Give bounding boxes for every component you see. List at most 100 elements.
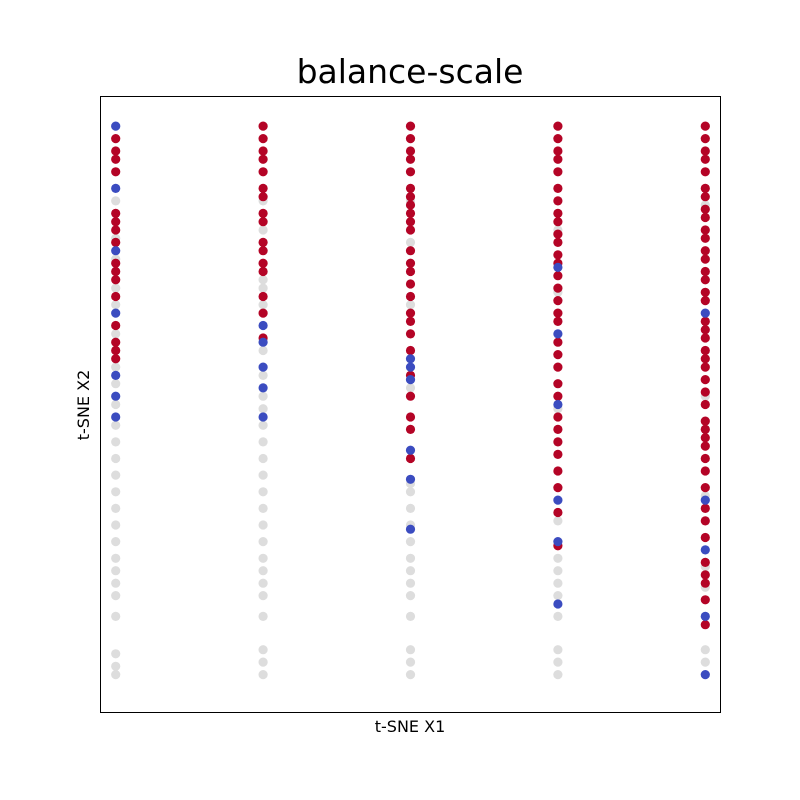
point-gray-col2-9 [258,404,268,414]
point-red-col5-40 [700,595,710,605]
point-red-col2-1 [258,121,268,131]
point-gray-col1-21 [111,591,121,601]
data-points [111,121,710,680]
point-red-col5-14 [700,266,710,277]
point-gray-col3-6 [405,487,416,497]
point-red-col1-3 [111,154,121,164]
point-gray-col3-11 [405,566,416,576]
point-gray-col2-12 [258,453,268,464]
point-gray-col1-17 [111,537,121,547]
point-red-col5-6 [700,183,710,193]
point-red-col5-23 [700,362,710,372]
point-red-col5-39 [700,578,710,588]
point-red-col5-31 [700,453,710,464]
point-red-col3-10 [405,217,416,227]
point-red-col4-17 [553,308,563,318]
x-axis-label: t-SNE X1 [375,717,446,736]
point-red-col5-24 [700,375,710,385]
point-blue-col3-4 [405,445,416,455]
point-gray-col2-6 [258,345,268,356]
point-red-col4-1 [553,121,563,131]
point-red-col2-8 [258,208,268,218]
point-gray-col4-4 [553,516,563,526]
point-red-col4-30 [553,507,563,518]
point-gray-col4-11 [553,657,563,667]
point-red-col5-27 [700,416,710,426]
point-blue-col1-1 [111,121,121,131]
point-red-col3-24 [405,424,416,434]
chart-title: balance-scale [297,52,524,91]
point-red-col3-19 [405,329,416,339]
point-blue-col5-1 [700,308,710,318]
point-gray-col2-21 [258,591,268,601]
point-blue-col2-1 [258,320,268,331]
point-blue-col1-2 [111,183,121,193]
point-blue-col4-4 [553,495,563,505]
point-blue-col4-2 [553,262,563,272]
point-red-col4-27 [553,449,563,459]
point-red-col1-7 [111,225,121,235]
point-blue-col3-3 [405,375,416,385]
point-blue-col3-2 [405,362,416,372]
point-gray-col2-4 [258,283,268,293]
point-blue-col1-7 [111,391,121,401]
point-red-col4-23 [553,391,563,401]
point-red-col4-8 [553,208,563,218]
point-red-col2-9 [258,217,268,227]
point-red-col2-15 [258,308,268,318]
point-gray-col1-5 [111,300,121,310]
point-red-col3-23 [405,412,416,422]
point-red-col5-41 [700,620,710,630]
point-gray-col2-15 [258,503,268,513]
point-red-col4-14 [553,271,563,281]
point-gray-col2-5 [258,300,268,310]
point-red-col4-2 [553,134,563,144]
point-red-col5-38 [700,570,710,580]
point-gray-col2-13 [258,470,268,480]
point-red-col3-16 [405,291,416,302]
point-gray-col2-25 [258,670,268,680]
point-red-col4-16 [553,296,563,306]
point-blue-col1-6 [111,412,121,422]
point-red-col5-30 [700,441,710,451]
point-blue-col4-5 [553,537,563,547]
point-gray-col4-8 [553,591,563,601]
point-red-col5-17 [700,296,710,306]
point-blue-col5-3 [700,545,710,555]
point-gray-col2-2 [258,225,268,235]
point-gray-col4-9 [553,611,563,622]
point-red-col3-12 [405,246,416,256]
point-red-col5-19 [700,325,710,335]
point-gray-col4-7 [553,578,563,588]
point-blue-col1-4 [111,308,121,318]
point-red-col3-15 [405,279,416,289]
point-red-col3-5 [405,167,416,177]
point-red-col3-4 [405,154,416,164]
point-gray-col4-10 [553,645,563,655]
point-red-col5-33 [700,483,710,493]
point-red-col2-11 [258,246,268,256]
point-blue-col4-6 [553,599,563,609]
point-red-col2-4 [258,154,268,164]
point-blue-col3-6 [405,524,416,534]
point-red-col4-19 [553,337,563,347]
point-gray-col2-24 [258,657,268,667]
point-blue-col3-1 [405,354,416,364]
point-blue-col5-2 [700,495,710,505]
point-red-col5-1 [700,121,710,131]
point-gray-col3-15 [405,645,416,655]
point-gray-col3-10 [405,553,416,563]
point-red-col4-26 [553,437,563,447]
point-red-col3-17 [405,308,416,318]
point-gray-col3-7 [405,503,416,513]
point-red-col3-20 [405,345,416,356]
y-axis-label: t-SNE X2 [74,370,93,441]
point-gray-col1-20 [111,578,121,588]
point-red-col1-11 [111,275,121,285]
point-red-col3-25 [405,453,416,464]
point-gray-col2-14 [258,487,268,497]
point-red-col4-18 [553,316,563,326]
point-red-col4-28 [553,466,563,476]
point-red-col5-34 [700,503,710,513]
point-gray-col1-6 [111,329,121,339]
